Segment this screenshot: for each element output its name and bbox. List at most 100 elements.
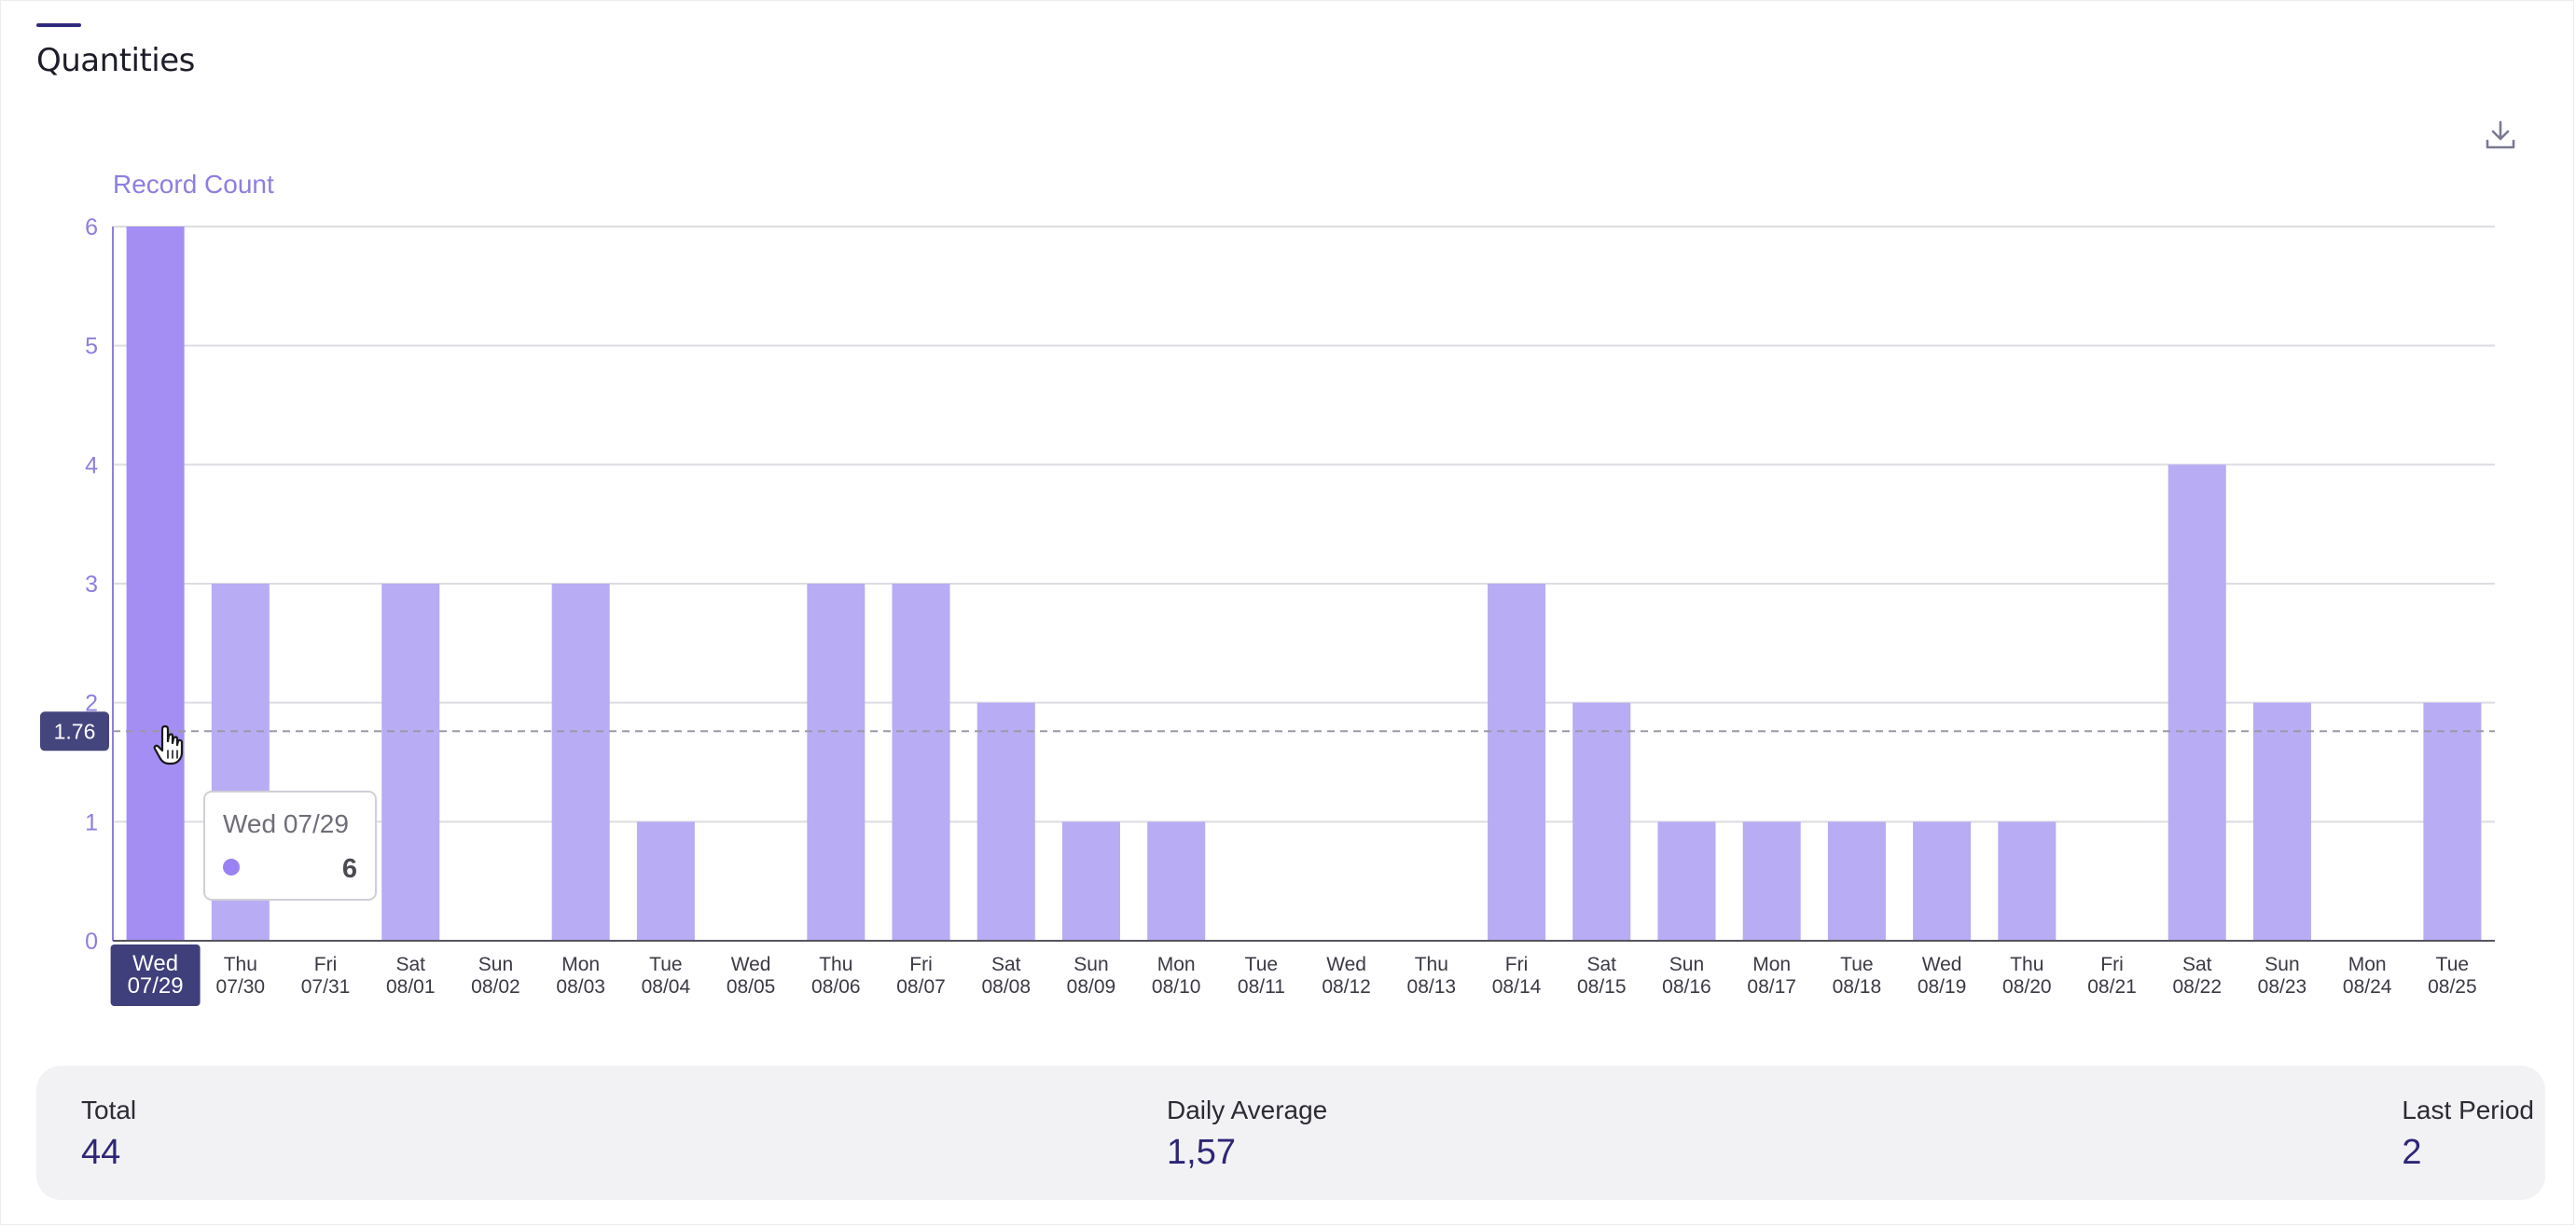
x-tick-label-date: 08/05 bbox=[727, 976, 776, 998]
stat-average-value: 1,57 bbox=[1167, 1133, 1236, 1172]
x-tick-label-day: Fri bbox=[1505, 954, 1529, 975]
tooltip-title: Wed 07/29 bbox=[223, 809, 349, 838]
x-tick-label-date: 07/30 bbox=[216, 976, 266, 998]
tooltip-box bbox=[203, 791, 377, 901]
x-tick-label-day: Mon bbox=[1752, 954, 1791, 975]
bar[interactable] bbox=[636, 821, 695, 941]
x-tick-label-date: 08/25 bbox=[2428, 976, 2477, 998]
x-tick-label-day: Tue bbox=[1245, 954, 1278, 975]
bar[interactable] bbox=[1657, 821, 1716, 941]
bar[interactable] bbox=[1827, 821, 1886, 941]
x-tick-label-day: Mon bbox=[1157, 954, 1196, 975]
x-tick-label-day: Sun bbox=[1669, 954, 1704, 975]
stats-panel: Total 44 Daily Average 1,57 Last Period … bbox=[36, 1066, 2545, 1200]
bar[interactable] bbox=[1061, 821, 1120, 941]
bar[interactable] bbox=[807, 584, 866, 941]
stat-total-value: 44 bbox=[81, 1133, 121, 1172]
bar[interactable] bbox=[1572, 702, 1631, 941]
x-tick-label-date: 08/18 bbox=[1833, 976, 1882, 998]
x-tick-label-date: 08/07 bbox=[896, 976, 946, 998]
x-tick-label-day: Sat bbox=[991, 954, 1021, 975]
bar-chart: Record Count0123456Wed07/29Thu07/30Fri07… bbox=[40, 170, 2495, 1006]
x-tick-label-day: Mon bbox=[2348, 954, 2387, 975]
x-tick-label-date: 08/20 bbox=[2002, 976, 2052, 998]
bar[interactable] bbox=[1742, 821, 1801, 941]
x-tick-label-day: Fri bbox=[909, 954, 933, 975]
x-tick-label-date: 08/04 bbox=[642, 976, 691, 998]
bar[interactable] bbox=[2167, 464, 2226, 941]
bar[interactable] bbox=[2252, 702, 2311, 941]
x-tick-label-date: 08/03 bbox=[556, 976, 605, 998]
x-tick-label-date: 07/29 bbox=[128, 973, 184, 999]
x-tick-label-date: 08/15 bbox=[1577, 976, 1627, 998]
y-tick-label: 6 bbox=[85, 214, 98, 241]
x-tick-label-date: 08/17 bbox=[1747, 976, 1796, 998]
y-axis-title: Record Count bbox=[113, 170, 274, 199]
x-tick-label-day: Sat bbox=[1586, 954, 1616, 975]
bar[interactable] bbox=[892, 584, 950, 941]
bar[interactable] bbox=[126, 227, 185, 941]
stat-daily-average: Daily Average 1,57 bbox=[1167, 1096, 1327, 1173]
y-tick-label: 1 bbox=[85, 809, 98, 835]
bar[interactable] bbox=[2423, 702, 2482, 941]
x-label-highlight bbox=[110, 944, 201, 1006]
x-tick-label-date: 08/14 bbox=[1492, 976, 1542, 998]
x-tick-label-day: Tue bbox=[2436, 954, 2469, 975]
download-icon[interactable] bbox=[2482, 117, 2519, 154]
x-tick-label-day: Sun bbox=[478, 954, 513, 975]
x-tick-label-date: 08/12 bbox=[1322, 976, 1371, 998]
x-tick-label-day: Tue bbox=[649, 954, 682, 975]
x-tick-label-date: 08/22 bbox=[2172, 976, 2222, 998]
stat-average-label: Daily Average bbox=[1167, 1096, 1328, 1124]
x-tick-label-day: Thu bbox=[819, 954, 852, 975]
y-tick-label: 2 bbox=[85, 691, 98, 717]
y-tick-label: 4 bbox=[85, 452, 98, 478]
tooltip-value: 6 bbox=[342, 854, 357, 884]
stat-last-label: Last Period bbox=[2402, 1096, 2534, 1124]
x-tick-label-day: Fri bbox=[314, 954, 338, 975]
y-tick-label: 5 bbox=[85, 334, 98, 360]
x-tick-label-date: 08/02 bbox=[471, 976, 520, 998]
x-tick-label-date: 08/16 bbox=[1662, 976, 1711, 998]
x-tick-label-date: 08/13 bbox=[1407, 976, 1457, 998]
x-tick-label-day: Fri bbox=[2100, 954, 2124, 975]
x-tick-label-day: Thu bbox=[224, 954, 257, 975]
title-accent bbox=[36, 23, 81, 27]
bar[interactable] bbox=[976, 702, 1035, 941]
x-tick-label-date: 08/19 bbox=[1918, 976, 1967, 998]
x-tick-label-date: 08/21 bbox=[2087, 976, 2137, 998]
x-tick-label-day: Wed bbox=[1922, 954, 1962, 975]
x-tick-label-day: Thu bbox=[2010, 954, 2043, 975]
y-tick-label: 3 bbox=[85, 572, 98, 598]
x-tick-label-day: Sun bbox=[1073, 954, 1108, 975]
stat-total: Total 44 bbox=[81, 1096, 136, 1173]
average-badge-label: 1.76 bbox=[54, 719, 96, 743]
x-tick-label-day: Sat bbox=[395, 954, 425, 975]
bar[interactable] bbox=[381, 584, 440, 941]
x-tick-label-date: 08/01 bbox=[386, 976, 436, 998]
x-tick-label-date: 08/08 bbox=[981, 976, 1031, 998]
stat-total-label: Total bbox=[81, 1096, 137, 1124]
bar[interactable] bbox=[551, 584, 610, 941]
x-tick-label-date: 08/23 bbox=[2258, 976, 2307, 998]
x-tick-label-date: 08/09 bbox=[1067, 976, 1116, 998]
stat-last-value: 2 bbox=[2402, 1133, 2422, 1172]
x-tick-label-date: 08/24 bbox=[2343, 976, 2392, 998]
x-tick-label-day: Tue bbox=[1840, 954, 1873, 975]
bar[interactable] bbox=[1488, 584, 1546, 941]
bar[interactable] bbox=[1998, 821, 2057, 941]
x-tick-label-date: 08/11 bbox=[1238, 976, 1285, 998]
bar[interactable] bbox=[1147, 821, 1206, 941]
bar[interactable] bbox=[1913, 821, 1972, 941]
hand-cursor-icon bbox=[153, 724, 184, 765]
stat-last-period: Last Period 2 bbox=[2402, 1096, 2534, 1173]
x-tick-label-day: Wed bbox=[132, 951, 178, 976]
x-tick-label-day: Thu bbox=[1415, 954, 1448, 975]
x-tick-label-day: Sat bbox=[2182, 954, 2212, 975]
x-tick-label-day: Mon bbox=[561, 954, 600, 975]
x-tick-label-date: 07/31 bbox=[301, 976, 351, 998]
x-tick-label-date: 08/10 bbox=[1152, 976, 1201, 998]
x-tick-label-date: 08/06 bbox=[811, 976, 861, 998]
x-tick-label-day: Wed bbox=[731, 954, 771, 975]
